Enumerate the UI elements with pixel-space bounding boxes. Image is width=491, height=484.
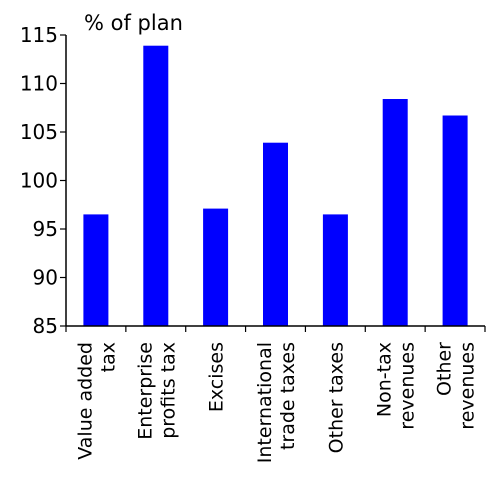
x-category-label: Excises bbox=[206, 342, 228, 412]
x-category-labels: Value added tax Enterprise profits tax Excis… bbox=[74, 342, 478, 463]
x-category-label-line: tax bbox=[97, 342, 119, 372]
bars bbox=[83, 45, 468, 326]
axes bbox=[60, 34, 486, 332]
bar-3 bbox=[203, 208, 229, 326]
x-category-label-line: Excises bbox=[206, 342, 228, 412]
bar-6 bbox=[382, 99, 408, 326]
bar-2 bbox=[143, 45, 169, 326]
x-category-label-line: Other bbox=[434, 342, 456, 396]
y-axis-title: % of plan bbox=[84, 11, 183, 35]
x-category-label: Other revenues bbox=[434, 342, 479, 430]
bar-7 bbox=[442, 115, 468, 326]
bar-5 bbox=[322, 214, 348, 326]
bar-4 bbox=[263, 142, 288, 326]
y-tick-label: 110 bbox=[20, 72, 58, 96]
x-category-label-line: Non-tax bbox=[374, 342, 396, 417]
x-category-label-line: Other taxes bbox=[325, 342, 347, 453]
x-category-label-line: revenues bbox=[457, 342, 479, 430]
y-tick-label: 115 bbox=[20, 23, 58, 47]
y-tick-label: 105 bbox=[20, 120, 58, 144]
x-category-label: Value added tax bbox=[74, 342, 119, 460]
y-tick-label: 85 bbox=[33, 314, 58, 338]
bar-1 bbox=[83, 214, 109, 326]
y-tick-label: 100 bbox=[20, 169, 58, 193]
x-category-label: Enterprise profits tax bbox=[134, 342, 179, 440]
x-category-label: Other taxes bbox=[325, 342, 347, 453]
y-tick-labels: 85 90 95 100 105 110 115 bbox=[20, 23, 58, 338]
x-category-label-line: profits tax bbox=[157, 342, 179, 439]
x-category-label-line: Value added bbox=[74, 342, 96, 460]
x-category-label-line: revenues bbox=[397, 342, 419, 430]
y-tick-label: 95 bbox=[33, 217, 58, 241]
x-category-label-line: trade taxes bbox=[277, 342, 299, 450]
x-category-label-line: Enterprise bbox=[134, 342, 156, 440]
x-category-label: Non-tax revenues bbox=[374, 342, 419, 430]
x-category-label: International trade taxes bbox=[254, 342, 299, 463]
y-tick-label: 90 bbox=[33, 266, 58, 290]
x-category-label-line: International bbox=[254, 342, 276, 463]
